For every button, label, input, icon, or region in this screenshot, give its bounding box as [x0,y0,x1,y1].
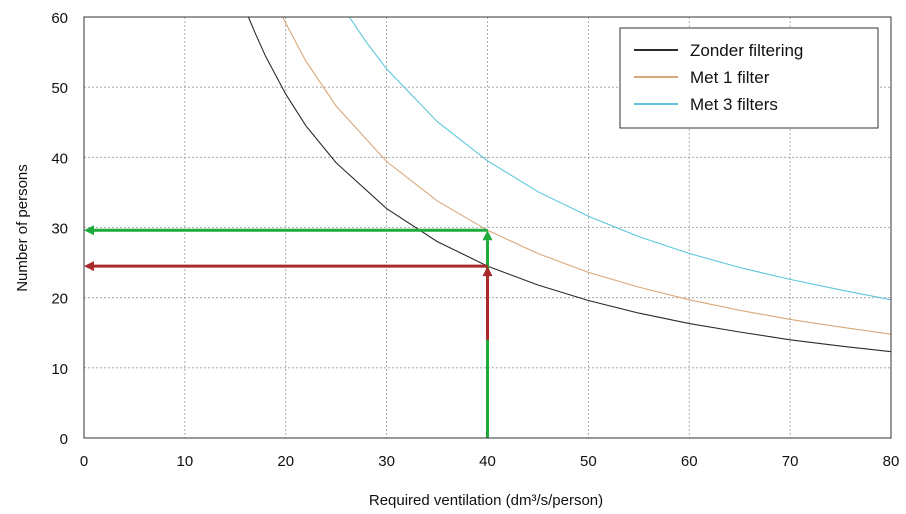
x-tick-label: 70 [782,453,799,470]
x-tick-label: 80 [883,453,900,470]
annotation-arrow-vertical-3 [482,266,493,340]
annotation-arrow-horizontal-2 [84,225,488,236]
annotation-arrow-horizontal-4 [84,261,488,272]
y-tick-label: 60 [51,10,68,27]
y-tick-label: 30 [51,221,68,238]
y-axis-ticks: 0 10 20 30 40 50 60 [51,10,68,448]
x-tick-label: 50 [580,453,597,470]
legend-label-2: Met 1 filter [690,68,770,87]
x-axis-title: Required ventilation (dm³/s/person) [369,492,603,509]
y-tick-label: 10 [51,361,68,378]
legend-label-1: Zonder filtering [690,41,803,60]
legend-label-3: Met 3 filters [690,95,778,114]
x-tick-label: 20 [277,453,294,470]
x-tick-label: 60 [681,453,698,470]
series-line-3 [348,17,891,301]
y-tick-label: 50 [51,80,68,97]
x-tick-label: 40 [479,453,496,470]
series-line-2 [282,17,891,335]
x-tick-label: 10 [177,453,194,470]
y-tick-label: 0 [60,431,68,448]
x-tick-label: 30 [378,453,395,470]
annotation-arrows [84,225,493,438]
x-axis-ticks: 0 10 20 30 40 50 60 70 80 [80,453,900,470]
legend: Zonder filtering Met 1 filter Met 3 filter… [619,27,879,129]
plot-frame [83,16,892,439]
y-tick-label: 20 [51,291,68,308]
y-axis-title: Number of persons [14,164,31,292]
y-tick-label: 40 [51,150,68,167]
x-tick-label: 0 [80,453,88,470]
